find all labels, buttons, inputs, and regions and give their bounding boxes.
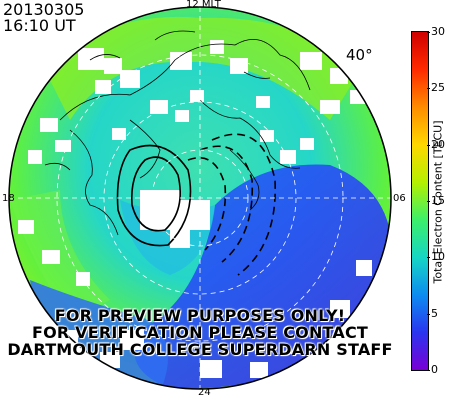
data-gap-block	[210, 40, 224, 54]
coastlines	[44, 30, 311, 236]
mlt-label-12: 12 MLT	[186, 0, 221, 10]
mlt-label-18: 18	[2, 193, 15, 204]
data-gap-block	[18, 220, 34, 234]
data-gap-block	[330, 300, 350, 318]
data-gap-block	[200, 360, 222, 378]
data-gap-block	[140, 190, 180, 230]
data-gap-block	[280, 150, 296, 164]
colorbar-tick-label: 10	[431, 250, 445, 264]
data-gap-block	[42, 250, 60, 264]
data-gap-block	[256, 96, 270, 108]
colorbar-tick-label: 15	[431, 194, 445, 207]
data-gap-block	[300, 138, 314, 150]
data-gap-block	[76, 272, 90, 286]
colorbar-tick-label: 25	[431, 81, 445, 95]
data-gap-block	[190, 90, 204, 102]
watermark-line-3: DARTMOUTH COLLEGE SUPERDARN STAFF	[7, 340, 393, 359]
data-gap-block	[112, 128, 126, 140]
colorbar-tick-mark	[427, 32, 430, 33]
colorbar-tick-mark	[427, 370, 430, 371]
data-gap-block	[320, 100, 340, 114]
data-gap-block	[104, 58, 122, 74]
data-gap-block	[28, 150, 42, 164]
mlt-label-24: 24	[198, 387, 211, 398]
data-gap-block	[40, 118, 58, 132]
map-boundary	[8, 6, 392, 390]
colorbar-tick-mark	[427, 313, 430, 315]
tec-polar-map	[8, 6, 392, 390]
data-gap-block	[180, 200, 210, 230]
latitude-label: 40°	[346, 46, 373, 64]
data-gap-block	[300, 52, 322, 70]
colorbar-tick-label: 0	[431, 363, 438, 376]
mlt-label-06: 06	[393, 193, 406, 204]
date-label: 20130305	[3, 0, 85, 19]
colorbar-title: Total Electron Content [TECU]	[431, 120, 445, 284]
colorbar-tick-label: 5	[431, 306, 438, 320]
data-gap-block	[175, 110, 189, 122]
colorbar-tick-mark	[427, 88, 430, 90]
data-gap-block	[350, 90, 366, 104]
watermark-line-2: FOR VERIFICATION PLEASE CONTACT	[31, 323, 369, 342]
data-gap-block	[55, 140, 71, 152]
data-gap-block	[95, 80, 111, 94]
data-gap-block	[120, 330, 144, 350]
data-gap-blocks	[18, 40, 372, 378]
data-gap-block	[230, 58, 248, 74]
data-gap-block	[330, 68, 348, 84]
time-label: 16:10 UT	[3, 16, 76, 35]
data-gap-block	[120, 70, 140, 88]
watermark-line-1: FOR PREVIEW PURPOSES ONLY!	[54, 306, 346, 325]
colorbar-tick-mark	[427, 257, 430, 259]
lat-mlt-grid	[9, 7, 391, 389]
colorbar-tick-mark	[427, 144, 430, 146]
data-gap-block	[250, 362, 268, 378]
colorbar-tick-mark	[427, 201, 430, 202]
data-gap-block	[150, 100, 168, 114]
data-gap-block	[356, 260, 372, 276]
colorbar-tick-label: 30	[431, 25, 445, 38]
convection-contours	[116, 133, 276, 276]
colorbar-tick-label: 20	[431, 137, 445, 151]
data-gap-block	[170, 52, 192, 70]
data-gap-block	[260, 130, 274, 142]
